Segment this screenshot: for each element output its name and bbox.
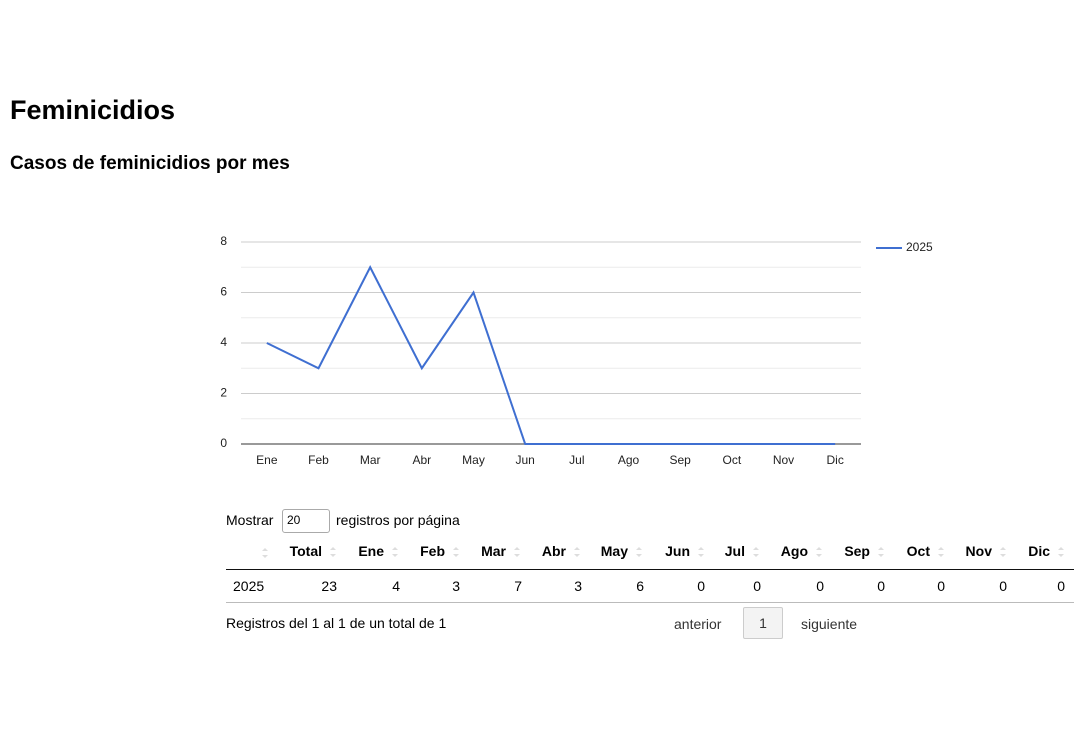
chart-subtitle: Casos de feminicidios por mes xyxy=(10,153,290,174)
sort-icon xyxy=(1058,547,1064,558)
x-tick-label: Jul xyxy=(569,453,584,467)
pagination-next[interactable]: siguiente xyxy=(801,616,858,632)
table-cell: 7 xyxy=(514,578,522,594)
sort-icon xyxy=(816,547,822,558)
x-tick-label: Feb xyxy=(308,453,329,467)
x-tick-label: Nov xyxy=(773,453,794,467)
sort-icon xyxy=(1000,547,1006,558)
table-cell: 6 xyxy=(636,578,644,594)
sort-icon xyxy=(938,547,944,558)
x-tick-label: Ene xyxy=(256,453,278,467)
y-tick-label: 8 xyxy=(220,234,227,248)
pagination-page[interactable]: 1 xyxy=(743,607,783,639)
x-tick-label: Sep xyxy=(669,453,691,467)
column-header[interactable]: Ene xyxy=(358,543,398,559)
header-text: May xyxy=(600,543,628,559)
table-cell: 0 xyxy=(999,578,1007,594)
column-header[interactable]: May xyxy=(601,543,642,559)
header-text: Jun xyxy=(665,543,690,559)
column-header[interactable]: Nov xyxy=(966,543,1006,559)
sort-icon xyxy=(514,547,520,558)
data-line xyxy=(266,265,836,445)
sort-icon[interactable] xyxy=(254,544,268,562)
chart: 0 2 4 6 8 Ene Feb Mar Abr May Jun Jul Ago Sep Oct Nov Di… xyxy=(220,234,933,467)
header-text: Feb xyxy=(420,543,445,559)
row-divider xyxy=(226,569,1074,570)
y-tick-label: 6 xyxy=(220,285,227,299)
table-cell: 0 xyxy=(816,578,824,594)
table-cell: 0 xyxy=(937,578,945,594)
table-cell: 23 xyxy=(321,578,337,594)
sort-icon xyxy=(753,547,759,558)
column-header[interactable]: Abr xyxy=(542,543,580,559)
table-cell: 4 xyxy=(392,578,400,594)
column-header[interactable]: Dic xyxy=(1028,543,1064,559)
column-header[interactable]: Jul xyxy=(725,543,759,559)
row-divider xyxy=(226,602,1074,603)
column-header[interactable]: Oct xyxy=(907,543,944,559)
header-text: Nov xyxy=(965,543,992,559)
x-tick-label: May xyxy=(462,453,485,467)
table-cell: 3 xyxy=(452,578,460,594)
x-tick-label: Oct xyxy=(722,453,741,467)
column-header[interactable]: Feb xyxy=(420,543,459,559)
sort-icon xyxy=(574,547,580,558)
column-header[interactable]: Sep xyxy=(844,543,884,559)
x-tick-label: Abr xyxy=(412,453,431,467)
table-cell: 0 xyxy=(697,578,705,594)
sort-icon xyxy=(453,547,459,558)
header-text: Jul xyxy=(724,543,745,559)
x-tick-label: Ago xyxy=(618,453,640,467)
table-cell: 0 xyxy=(753,578,761,594)
sort-icon xyxy=(330,547,336,558)
y-tick-label: 0 xyxy=(220,436,227,450)
x-tick-label: Dic xyxy=(826,453,843,467)
header-text: Sep xyxy=(844,543,870,559)
length-label: registros por página xyxy=(336,512,460,528)
column-header[interactable]: Mar xyxy=(481,543,520,559)
header-text: Mar xyxy=(481,543,506,559)
legend-label: 2025 xyxy=(906,240,933,254)
column-header[interactable]: Jun xyxy=(665,543,704,559)
table-cell: 2025 xyxy=(233,578,265,594)
header-text: Abr xyxy=(541,543,566,559)
table-cell: 0 xyxy=(1057,578,1065,594)
header-text: Ago xyxy=(780,543,808,559)
column-header[interactable]: Total xyxy=(290,543,336,559)
length-select[interactable]: 20 xyxy=(282,509,330,533)
length-label: Mostrar xyxy=(226,512,274,528)
table-cell: 3 xyxy=(574,578,582,594)
header-text: Oct xyxy=(906,543,930,559)
sort-icon xyxy=(878,547,884,558)
sort-icon xyxy=(636,547,642,558)
page-title: Feminicidios xyxy=(10,95,176,125)
header-text: Total xyxy=(289,543,322,559)
header-text: Dic xyxy=(1028,543,1050,559)
table-cell: 0 xyxy=(877,578,885,594)
table-info: Registros del 1 al 1 de un total de 1 xyxy=(226,615,447,631)
header-text: Ene xyxy=(358,543,384,559)
y-tick-label: 2 xyxy=(220,386,227,400)
sort-icon xyxy=(392,547,398,558)
pagination-previous[interactable]: anterior xyxy=(674,616,722,632)
column-header[interactable]: Ago xyxy=(781,543,822,559)
y-tick-label: 4 xyxy=(220,335,227,349)
x-tick-label: Jun xyxy=(515,453,534,467)
x-tick-label: Mar xyxy=(360,453,381,467)
sort-icon xyxy=(698,547,704,558)
